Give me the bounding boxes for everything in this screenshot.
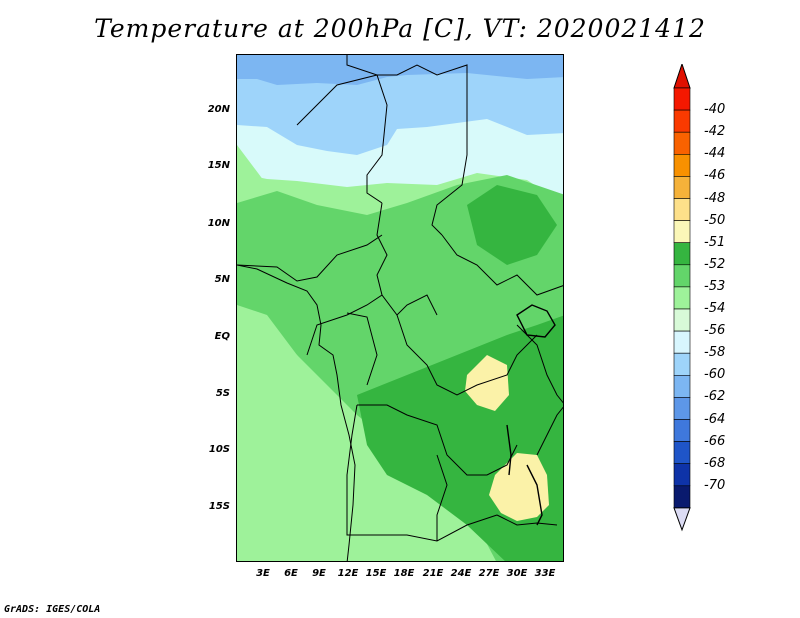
legend-swatch	[673, 176, 691, 199]
y-tick-15s: 15S	[208, 501, 230, 512]
legend-swatch	[673, 131, 691, 155]
legend-swatch	[673, 463, 691, 487]
y-tick-5n: 5N	[214, 274, 230, 285]
x-tick-6e: 6E	[284, 568, 298, 579]
legend-label: -51	[704, 234, 726, 250]
legend-label: -52	[704, 256, 726, 272]
temperature-map	[237, 55, 563, 561]
legend-label: -42	[704, 124, 726, 140]
legend-label: -56	[704, 323, 726, 339]
x-tick-24e: 24E	[450, 568, 472, 579]
legend-swatch	[673, 308, 691, 332]
field-band-minus54-west	[237, 145, 267, 195]
legend-bottom-arrow	[673, 507, 691, 532]
legend-swatch	[673, 198, 691, 221]
x-tick-9e: 9E	[312, 568, 326, 579]
legend-swatch	[673, 374, 691, 398]
legend-swatch	[673, 242, 691, 266]
legend-label: -64	[704, 411, 726, 427]
legend-top-arrow	[673, 62, 691, 89]
lakes	[506, 304, 556, 526]
y-tick-10n: 10N	[207, 218, 230, 229]
x-tick-15e: 15E	[365, 568, 387, 579]
x-tick-30e: 30E	[506, 568, 528, 579]
legend-colorbar	[673, 62, 691, 532]
x-tick-12e: 12E	[337, 568, 359, 579]
legend-label: -60	[704, 367, 726, 383]
legend-swatch	[673, 397, 691, 420]
legend-swatch	[673, 154, 691, 177]
country-borders	[237, 55, 563, 542]
color-legend	[670, 62, 698, 564]
x-tick-18e: 18E	[393, 568, 415, 579]
legend-swatch	[673, 87, 691, 111]
y-tick-10s: 10S	[208, 444, 230, 455]
field-band-minus58	[237, 55, 563, 85]
y-tick-5s: 5S	[215, 388, 230, 399]
legend-label: -40	[704, 102, 726, 118]
legend-swatch	[673, 419, 691, 442]
legend-swatch	[673, 264, 691, 288]
y-tick-15n: 15N	[207, 160, 230, 171]
legend-swatch	[673, 330, 691, 354]
legend-label: -48	[704, 190, 726, 206]
legend-swatch	[673, 286, 691, 310]
map-panel	[236, 54, 564, 562]
x-tick-3e: 3E	[256, 568, 270, 579]
legend-label: -62	[704, 389, 726, 405]
y-tick-eq: EQ	[214, 331, 230, 342]
legend-label: -70	[704, 477, 726, 493]
legend-label: -68	[704, 455, 726, 471]
x-tick-33e: 33E	[534, 568, 556, 579]
legend-label: -54	[704, 301, 726, 316]
y-tick-20n: 20N	[207, 104, 230, 115]
field-band-minus51-a	[465, 355, 509, 411]
x-tick-21e: 21E	[422, 568, 444, 579]
legend-label: -66	[704, 433, 726, 449]
legend-label: -58	[704, 345, 726, 361]
legend-label: -53	[704, 278, 726, 294]
atlantic-coastline	[237, 264, 356, 561]
legend-swatch	[673, 485, 691, 509]
legend-label: -46	[704, 168, 726, 184]
legend-label: -44	[704, 146, 726, 162]
chart-title: Temperature at 200hPa [C], VT: 202002141…	[94, 14, 706, 43]
legend-label: -50	[704, 212, 726, 228]
legend-swatch	[673, 220, 691, 244]
field-band-minus51-b	[489, 453, 549, 521]
field-band-minus54-south	[237, 305, 357, 561]
legend-swatch	[673, 352, 691, 376]
grads-credit: GrADS: IGES/COLA	[4, 604, 101, 615]
x-tick-27e: 27E	[478, 568, 500, 579]
legend-swatch	[673, 109, 691, 133]
field-band-minus52-north	[467, 185, 557, 265]
legend-swatch	[673, 441, 691, 465]
